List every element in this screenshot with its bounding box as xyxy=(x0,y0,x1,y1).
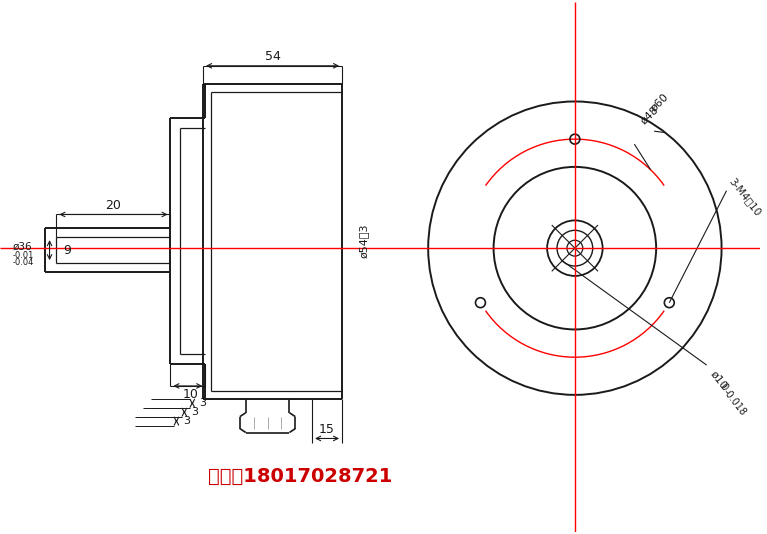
Text: -0.018: -0.018 xyxy=(720,387,748,418)
Text: -0.04: -0.04 xyxy=(13,257,35,266)
Text: 9: 9 xyxy=(64,244,71,257)
Text: ø10: ø10 xyxy=(709,369,729,391)
Text: 10: 10 xyxy=(183,388,199,402)
Text: ø48: ø48 xyxy=(639,104,661,126)
Text: ø60: ø60 xyxy=(649,92,671,113)
Text: 3-M4深10: 3-M4深10 xyxy=(726,176,762,217)
Text: ø54＊3: ø54＊3 xyxy=(359,224,369,258)
Text: 54: 54 xyxy=(265,50,281,64)
Text: -0.01: -0.01 xyxy=(13,250,35,260)
Text: 3: 3 xyxy=(183,416,190,426)
Text: 15: 15 xyxy=(319,423,335,436)
Text: 3: 3 xyxy=(191,407,198,417)
Text: ø36: ø36 xyxy=(13,241,32,251)
Text: 3: 3 xyxy=(199,398,206,409)
Text: 20: 20 xyxy=(106,199,121,212)
Text: 手机：18017028721: 手机：18017028721 xyxy=(208,467,393,485)
Text: 0: 0 xyxy=(716,379,730,392)
